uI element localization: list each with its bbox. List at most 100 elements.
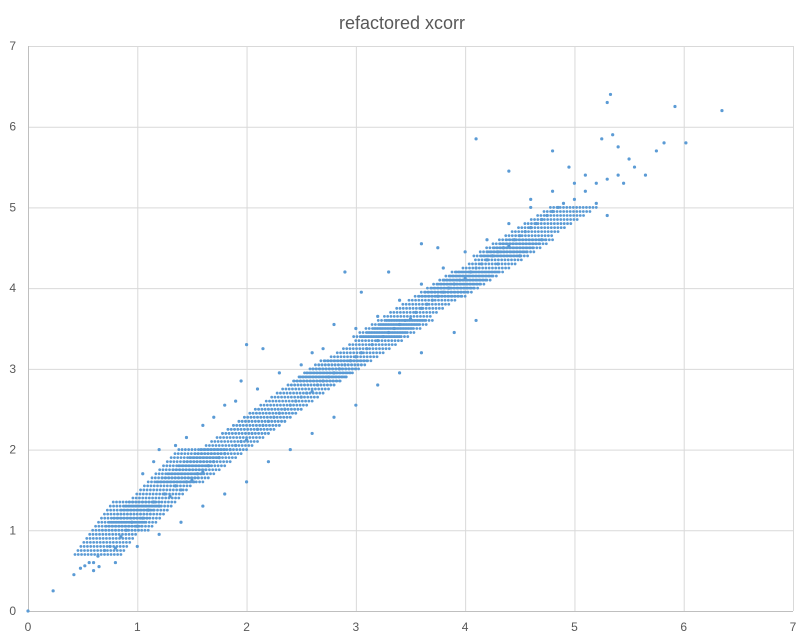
data-point xyxy=(226,440,230,443)
data-point xyxy=(115,520,118,524)
data-point xyxy=(482,254,486,258)
data-point xyxy=(504,246,508,250)
data-point xyxy=(262,403,266,407)
data-point xyxy=(467,262,471,266)
data-point xyxy=(159,504,163,508)
data-point xyxy=(279,391,282,395)
data-point xyxy=(101,536,105,540)
data-point xyxy=(559,210,562,213)
data-point xyxy=(183,452,187,456)
data-point xyxy=(232,423,235,427)
data-point xyxy=(370,343,374,347)
data-point xyxy=(283,419,287,423)
data-point xyxy=(168,468,171,472)
data-point xyxy=(204,456,208,460)
data-point xyxy=(408,317,413,321)
data-point xyxy=(346,359,350,363)
data-point xyxy=(176,472,180,476)
data-point xyxy=(374,327,378,330)
data-point xyxy=(82,545,86,548)
data-point xyxy=(511,246,515,250)
data-point xyxy=(141,516,145,520)
data-point xyxy=(125,540,128,544)
data-point xyxy=(162,464,165,468)
data-point xyxy=(100,524,104,528)
data-point xyxy=(241,423,245,427)
data-point xyxy=(112,516,116,520)
data-point xyxy=(201,468,205,472)
data-point xyxy=(357,339,361,343)
data-point xyxy=(151,516,155,520)
data-point xyxy=(218,436,222,439)
data-point xyxy=(394,343,397,347)
data-point xyxy=(87,560,91,565)
data-point xyxy=(138,516,142,520)
data-point xyxy=(91,536,95,540)
data-point xyxy=(315,375,319,379)
data-point xyxy=(374,343,378,347)
data-point xyxy=(263,432,267,435)
data-point xyxy=(542,218,546,221)
data-point xyxy=(328,371,331,375)
data-point xyxy=(562,218,566,221)
data-point xyxy=(434,294,438,298)
data-point xyxy=(302,375,306,379)
y-tick-label: 4 xyxy=(9,281,16,295)
data-point xyxy=(469,282,473,286)
data-point xyxy=(330,359,333,363)
data-point xyxy=(225,448,229,451)
data-point xyxy=(378,351,382,355)
data-point xyxy=(187,464,191,468)
data-point xyxy=(213,440,217,443)
data-point xyxy=(129,512,133,516)
data-point xyxy=(158,492,162,496)
data-point xyxy=(533,230,537,234)
data-point xyxy=(556,222,560,225)
data-point xyxy=(374,347,378,351)
data-point xyxy=(263,419,267,423)
data-point xyxy=(303,371,306,375)
data-point xyxy=(465,278,469,282)
data-point xyxy=(240,432,244,435)
data-point xyxy=(256,440,259,443)
data-point xyxy=(318,375,322,379)
data-point xyxy=(78,566,83,570)
data-point xyxy=(537,238,541,242)
data-point xyxy=(575,210,579,213)
data-point xyxy=(348,351,352,355)
data-point xyxy=(221,444,224,447)
data-point xyxy=(530,230,534,234)
data-point xyxy=(305,375,309,379)
data-point xyxy=(223,440,227,443)
data-point xyxy=(414,298,417,302)
data-point xyxy=(352,335,356,338)
data-point xyxy=(504,234,508,238)
data-point xyxy=(575,218,579,221)
data-point xyxy=(387,270,391,274)
data-point xyxy=(152,508,156,512)
data-point xyxy=(478,270,482,274)
data-point xyxy=(258,423,262,427)
data-point xyxy=(527,242,531,246)
data-point xyxy=(355,351,359,355)
data-point xyxy=(491,266,494,270)
data-point xyxy=(203,452,207,456)
data-point xyxy=(234,399,238,403)
data-point xyxy=(274,411,278,415)
data-point xyxy=(452,278,456,282)
data-point xyxy=(147,520,151,524)
data-point xyxy=(462,282,466,286)
data-point xyxy=(261,423,265,427)
data-point xyxy=(552,222,556,225)
data-point xyxy=(177,464,181,468)
data-point xyxy=(240,419,244,423)
data-point xyxy=(578,210,582,213)
data-point xyxy=(572,218,576,221)
data-point xyxy=(190,476,194,480)
data-point xyxy=(327,363,331,367)
data-point xyxy=(465,270,468,274)
data-point xyxy=(226,427,230,431)
data-point xyxy=(373,323,377,326)
data-point xyxy=(349,355,353,359)
data-point xyxy=(494,266,498,270)
